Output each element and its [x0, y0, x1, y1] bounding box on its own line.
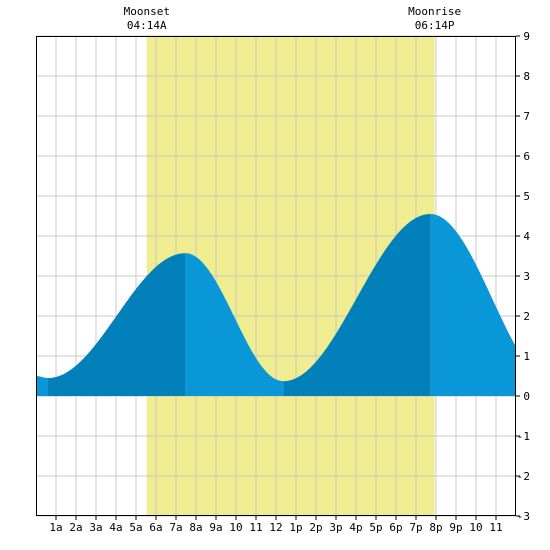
y-tick-label: 3 [523, 270, 530, 283]
x-tick-label: 6p [389, 521, 402, 534]
x-tick-label: 10 [469, 521, 482, 534]
y-tick-label: 4 [523, 230, 530, 243]
y-tick-label: -1 [517, 430, 530, 443]
falling-tide-segment-2 [185, 253, 284, 396]
x-tick-label: 8a [189, 521, 202, 534]
y-tick-label: 8 [523, 70, 530, 83]
x-tick-label: 5p [369, 521, 382, 534]
x-tick-label: 7p [409, 521, 422, 534]
y-tick-label: 2 [523, 310, 530, 323]
x-tick-label: 3p [329, 521, 342, 534]
moonrise-title: Moonrise [408, 5, 461, 18]
moonrise-time: 06:14P [415, 19, 455, 32]
x-axis-ticks: 1a 2a 3a 4a 5a 6a 7a 8a 9a 10 11 12 1p 2p 3p 4p 5p 6p 7p 8p… [49, 516, 503, 534]
x-tick-label: 4p [349, 521, 362, 534]
x-tick-label: 5a [129, 521, 142, 534]
moonset-time: 04:14A [127, 19, 167, 32]
x-tick-label: 1a [49, 521, 62, 534]
x-tick-label: 6a [149, 521, 162, 534]
x-tick-label: 1p [289, 521, 302, 534]
tide-area [36, 214, 516, 396]
y-tick-label: 5 [523, 190, 530, 203]
y-tick-label: 6 [523, 150, 530, 163]
rising-tide-segment-3 [283, 214, 431, 396]
y-tick-label: 9 [523, 30, 530, 43]
x-tick-label: 11 [489, 521, 502, 534]
x-tick-label: 7a [169, 521, 182, 534]
plot-frame [36, 36, 516, 516]
moonset-title: Moonset [124, 5, 170, 18]
x-tick-label: 2a [69, 521, 82, 534]
x-tick-label: 2p [309, 521, 322, 534]
y-tick-label: 1 [523, 350, 530, 363]
y-tick-label: 7 [523, 110, 530, 123]
falling-tide-segment-0 [36, 376, 48, 396]
x-tick-label: 10 [229, 521, 242, 534]
x-tick-label: 12 [269, 521, 282, 534]
x-tick-label: 9p [449, 521, 462, 534]
x-tick-label: 3a [89, 521, 102, 534]
y-tick-label: 0 [523, 390, 530, 403]
x-tick-label: 9a [209, 521, 222, 534]
x-tick-label: 4a [109, 521, 122, 534]
y-axis-ticks: -3 -2 -1 0 1 2 3 4 5 6 7 8 9 [516, 30, 530, 523]
y-tick-label: -3 [517, 510, 530, 523]
rising-tide-segment-1 [48, 253, 186, 396]
x-tick-label: 8p [429, 521, 442, 534]
falling-tide-segment-4 [430, 214, 516, 396]
y-tick-label: -2 [517, 470, 530, 483]
x-tick-label: 11 [249, 521, 262, 534]
